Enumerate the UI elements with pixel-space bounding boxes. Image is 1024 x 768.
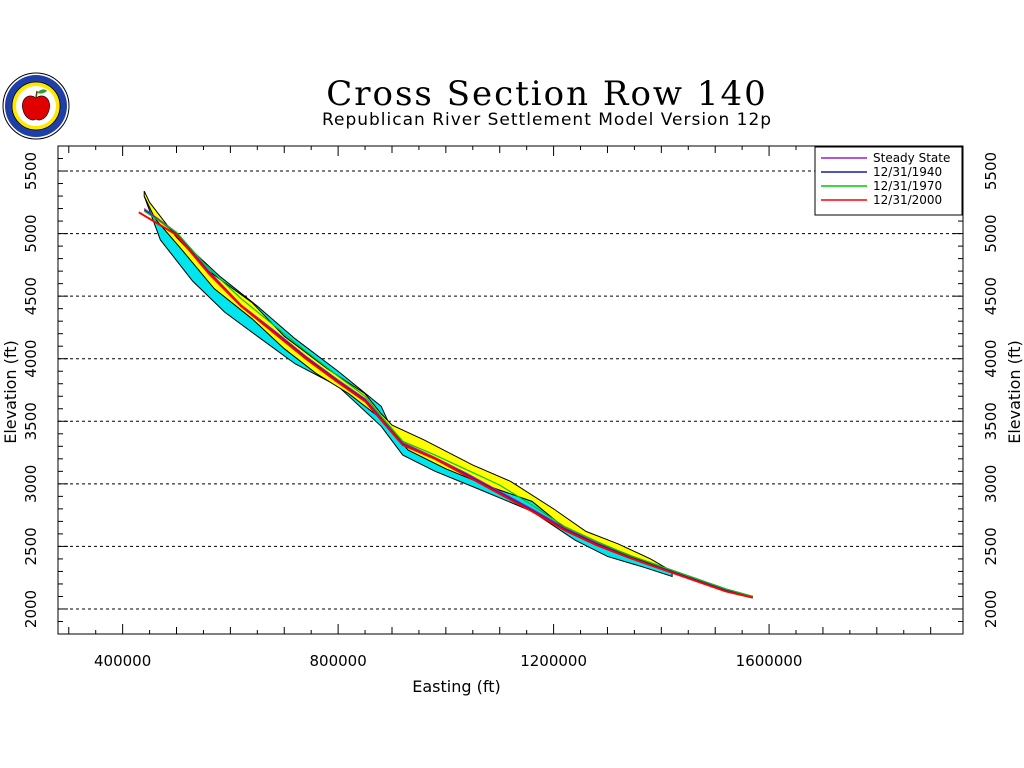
y-tick-label-right-3500: 3500 [982,402,1000,440]
y-tick-label-left-3500: 3500 [22,402,40,440]
y-tick-label-right-4500: 4500 [982,277,1000,315]
legend-label-0: Steady State [873,151,950,165]
cyan-band [143,195,673,578]
y-tick-label-left-4000: 4000 [22,340,40,378]
y-tick-label-left-2000: 2000 [22,590,40,628]
legend-label-2: 12/31/1970 [873,179,942,193]
chart-subtitle: Republican River Settlement Model Versio… [321,110,773,130]
y-axis-title-left: Elevation (ft) [1,340,20,444]
y-tick-label-left-2500: 2500 [22,527,40,565]
y-tick-label-right-5000: 5000 [982,214,1000,252]
y-tick-label-right-4000: 4000 [982,340,1000,378]
chart-title: Cross Section Row 140 [326,74,768,114]
x-axis-title: Easting (ft) [412,677,500,696]
legend-label-3: 12/31/2000 [873,193,942,207]
series-line-3 [138,211,754,599]
y-tick-label-right-3000: 3000 [982,465,1000,503]
x-tick-label-1600000: 1600000 [736,652,803,670]
x-tick-label-800000: 800000 [309,652,366,670]
y-tick-label-right-2000: 2000 [982,590,1000,628]
x-tick-label-1200000: 1200000 [520,652,587,670]
y-tick-label-right-2500: 2500 [982,527,1000,565]
series-line-2 [143,210,754,598]
plot-frame [57,145,964,635]
legend: Steady State12/31/194012/31/197012/31/20… [814,146,963,216]
y-tick-label-right-5500: 5500 [982,152,1000,190]
grid-layer [58,170,963,610]
yellow-band [143,190,673,574]
y-axis-title-right: Elevation (ft) [1005,340,1024,444]
series-layer [138,208,754,599]
legend-label-1: 12/31/1940 [873,165,942,179]
y-tick-label-left-3000: 3000 [22,465,40,503]
tick-layer [58,146,963,634]
band-layer [143,190,673,578]
y-tick-label-left-4500: 4500 [22,277,40,315]
axis-label-layer: 2000 2000 2500 2500 3000 3000 3500 3500 4000 4000… [1,152,1024,696]
series-line-0 [143,208,754,598]
apple-seal-logo [2,72,70,140]
x-tick-label-400000: 400000 [94,652,151,670]
y-tick-label-left-5000: 5000 [22,214,40,252]
series-line-1 [143,209,754,598]
y-tick-label-left-5500: 5500 [22,152,40,190]
